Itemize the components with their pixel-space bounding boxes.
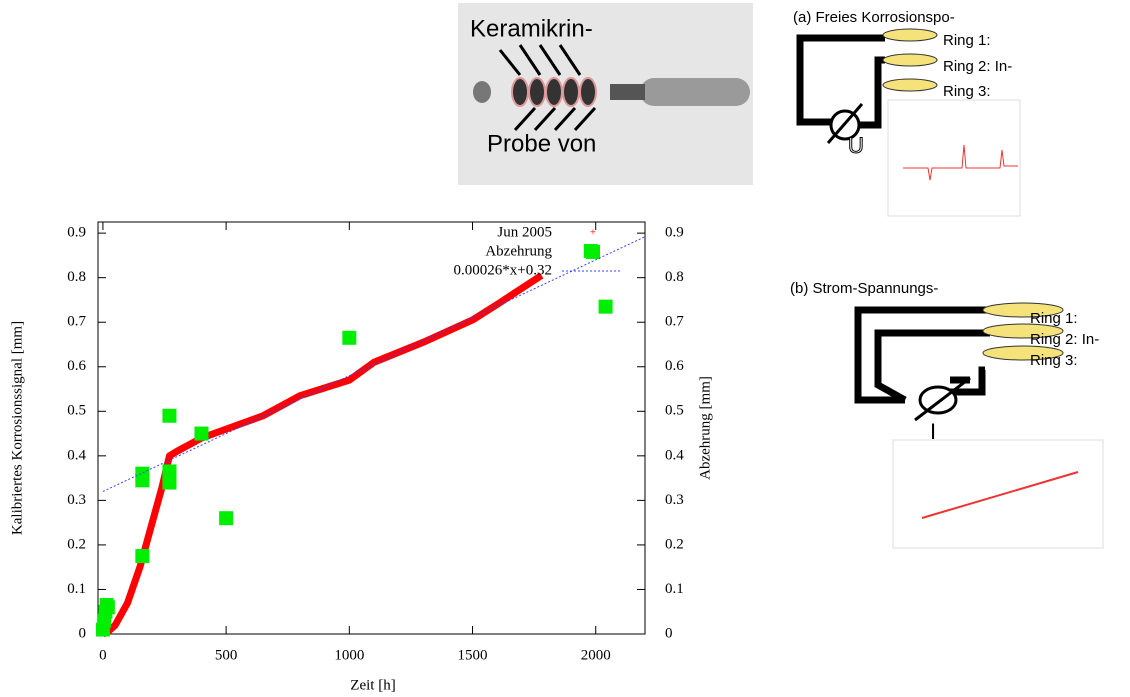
- data-point: [342, 331, 356, 345]
- x-tick-label: 1000: [334, 647, 364, 663]
- circuit: [858, 310, 990, 400]
- data-point: [599, 300, 613, 314]
- y-tick-label: 0.6: [67, 358, 86, 374]
- ring-label: Ring 2: In-: [1030, 331, 1099, 348]
- y2-tick-label: 0.6: [665, 358, 684, 374]
- y-tick-label: 0.8: [67, 269, 86, 285]
- panel-title: (b) Strom-Spannungs-: [790, 280, 938, 297]
- chart: Zeit [h] Kalibriertes Korrosionssignal […: [9, 222, 713, 693]
- y2-tick-label: 0.7: [665, 314, 684, 330]
- data-point: [135, 549, 149, 563]
- rod: [640, 78, 750, 106]
- legend-label: Jun 2005: [497, 224, 552, 240]
- ring-label: Ring 1:: [943, 32, 991, 49]
- y2-tick-label: 0.3: [665, 492, 684, 508]
- meter: [920, 387, 956, 413]
- y2-tick-label: 0.2: [665, 536, 684, 552]
- y-tick-label: 0.4: [67, 447, 86, 463]
- y-axis-label: Kalibriertes Korrosionssignal [mm]: [9, 321, 25, 535]
- x-tick-label: 500: [215, 647, 238, 663]
- rings: [883, 29, 937, 91]
- x-tick-label: 0: [99, 647, 107, 663]
- photo: Keramikrin- Probe von: [458, 3, 753, 185]
- y-tick-label: 0.1: [67, 581, 86, 597]
- data-point: [162, 409, 176, 423]
- data-point: [162, 476, 176, 490]
- data-point: [135, 473, 149, 487]
- plot-frame: [98, 222, 645, 634]
- thumbnail: [893, 440, 1103, 548]
- ring-label: Ring 1:: [1030, 310, 1078, 327]
- y-tick-label: 0.7: [67, 314, 86, 330]
- rod: [610, 84, 645, 100]
- y-tick-label: 0.9: [67, 225, 86, 241]
- y2-axis-label: Abzehrung [mm]: [697, 376, 713, 480]
- figure: Keramikrin- Probe von (a) Freies Korrosi…: [0, 0, 1130, 697]
- y2-tick-label: 0.5: [665, 403, 684, 419]
- y-tick-label: 0.3: [67, 492, 86, 508]
- panel-a: (a) Freies Korrosionspo- Ring 1: Ring 2:…: [793, 9, 1020, 216]
- ring-label: Ring 3:: [943, 83, 991, 100]
- y2-tick-label: 0.8: [665, 269, 684, 285]
- rings: [512, 78, 596, 106]
- y-tick-label: 0: [79, 625, 87, 641]
- data-point: [219, 511, 233, 525]
- thumbnail: [888, 100, 1020, 216]
- photo-label: Probe von: [487, 130, 596, 157]
- cap: [473, 81, 491, 103]
- legend-swatch: +: [590, 227, 596, 239]
- panel-b: (b) Strom-Spannungs- Ring 1: Ring 2: In-…: [790, 280, 1103, 548]
- x-tick-label: 2000: [581, 647, 611, 663]
- y2-tick-label: 0: [665, 625, 673, 641]
- photo-label: Keramikrin-: [470, 15, 593, 42]
- panel-title: (a) Freies Korrosionspo-: [793, 9, 955, 26]
- data-point: [101, 600, 115, 614]
- legend-swatch: [586, 245, 600, 259]
- y2-tick-label: 0.4: [665, 447, 684, 463]
- ring-label: Ring 3:: [1030, 352, 1078, 369]
- x-tick-label: 1500: [458, 647, 488, 663]
- y-tick-label: 0.5: [67, 403, 86, 419]
- x-axis-label: Zeit [h]: [350, 677, 395, 693]
- y2-tick-label: 0.1: [665, 581, 684, 597]
- data-point: [194, 427, 208, 441]
- meter-label: U: [848, 133, 864, 158]
- ring-label: Ring 2: In-: [943, 58, 1012, 75]
- data-line: [103, 275, 542, 634]
- legend-label: 0.00026*x+0.32: [454, 262, 552, 278]
- y2-tick-label: 0.9: [665, 225, 684, 241]
- legend-label: Abzehrung: [485, 243, 552, 259]
- y-tick-label: 0.2: [67, 536, 86, 552]
